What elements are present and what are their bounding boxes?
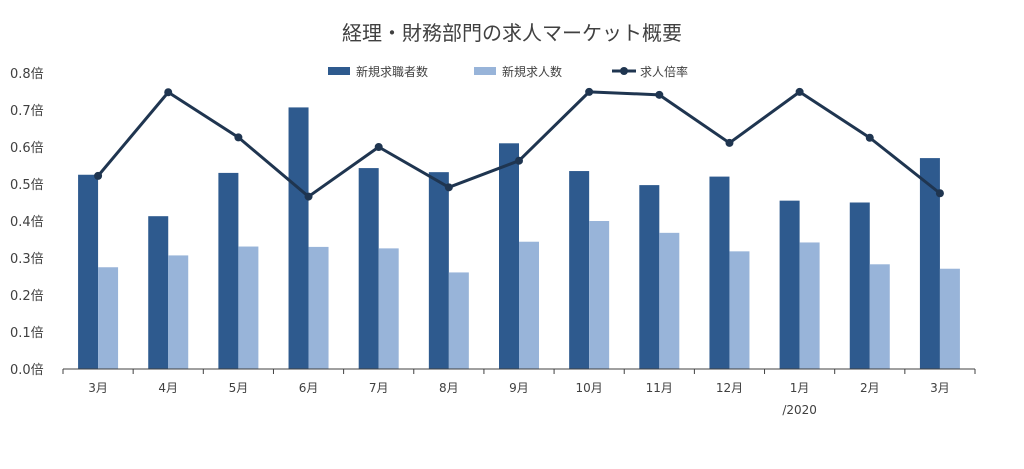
bar-job-seekers bbox=[709, 176, 730, 369]
bars bbox=[78, 107, 960, 369]
legend: 新規求職者数 新規求人数 求人倍率 bbox=[328, 64, 688, 79]
ratio-point bbox=[935, 189, 944, 198]
x-tick-sublabel: /2020 bbox=[782, 403, 817, 417]
bar-job-openings bbox=[238, 246, 259, 369]
x-tick-label: 1月 bbox=[790, 381, 810, 395]
bar-job-openings bbox=[448, 272, 469, 369]
bar-job-openings bbox=[659, 232, 680, 369]
x-tick-label: 8月 bbox=[439, 381, 459, 395]
ratio-point bbox=[164, 88, 173, 97]
ratio-point bbox=[304, 192, 313, 201]
bar-job-openings bbox=[939, 268, 960, 369]
bar-job-seekers bbox=[148, 216, 169, 369]
x-tick-label: 9月 bbox=[509, 381, 529, 395]
bar-job-seekers bbox=[499, 143, 519, 369]
bar-job-seekers bbox=[639, 185, 660, 369]
bar-job-openings bbox=[308, 246, 329, 369]
ratio-point bbox=[795, 87, 804, 96]
y-tick-label: 0.2倍 bbox=[10, 289, 44, 304]
x-tick-label: 2月 bbox=[860, 381, 880, 395]
y-tick-label: 0.5倍 bbox=[10, 178, 44, 193]
legend-swatch bbox=[474, 67, 496, 75]
legend-label: 求人倍率 bbox=[640, 64, 688, 79]
ratio-point bbox=[234, 133, 243, 142]
chart-title: 経理・財務部門の求人マーケット概要 bbox=[342, 21, 682, 45]
bar-job-openings bbox=[799, 242, 820, 369]
bar-job-seekers bbox=[428, 172, 449, 369]
y-tick-label: 0.8倍 bbox=[10, 67, 44, 82]
ratio-point bbox=[374, 143, 383, 151]
legend-swatch bbox=[328, 67, 350, 75]
x-axis: 3月 4月 5月 6月 7月 8月 9月 10月 11月 12月 1月/2020 2月 3月 bbox=[62, 369, 976, 417]
x-tick-label: 7月 bbox=[369, 381, 389, 395]
x-tick-label: 11月 bbox=[646, 381, 673, 395]
bar-job-seekers bbox=[569, 171, 590, 369]
ratio-point bbox=[585, 87, 594, 96]
bar-job-seekers bbox=[288, 107, 309, 369]
x-tick-label: 10月 bbox=[576, 381, 603, 395]
x-tick-label: 12月 bbox=[716, 381, 743, 395]
x-tick-label: 3月 bbox=[930, 381, 950, 395]
bar-job-seekers bbox=[849, 202, 870, 369]
bar-job-seekers bbox=[218, 172, 239, 369]
bar-job-openings bbox=[869, 264, 890, 369]
bar-job-seekers bbox=[779, 200, 800, 369]
x-tick-label: 5月 bbox=[229, 381, 249, 395]
x-tick-label: 3月 bbox=[88, 381, 108, 395]
ratio-point bbox=[444, 183, 453, 192]
bar-job-seekers bbox=[919, 158, 940, 369]
y-tick-label: 0.6倍 bbox=[10, 141, 44, 156]
y-tick-label: 0.7倍 bbox=[10, 104, 44, 119]
x-tick-label: 4月 bbox=[158, 381, 178, 395]
bar-job-openings bbox=[378, 248, 399, 369]
x-tick-label: 6月 bbox=[299, 381, 319, 395]
bar-job-openings bbox=[519, 241, 539, 369]
bar-job-seekers bbox=[78, 174, 99, 369]
ratio-point bbox=[515, 156, 523, 165]
legend-marker bbox=[620, 67, 628, 75]
ratio-line-series bbox=[94, 87, 944, 201]
y-tick-label: 0.4倍 bbox=[10, 215, 44, 230]
bar-job-openings bbox=[98, 267, 119, 369]
ratio-point bbox=[865, 133, 874, 142]
y-tick-label: 0.1倍 bbox=[10, 326, 44, 341]
legend-label: 新規求人数 bbox=[502, 64, 562, 79]
bar-job-openings bbox=[168, 255, 189, 369]
y-axis: 0.0倍 0.1倍 0.2倍 0.3倍 0.4倍 0.5倍 0.6倍 0.7倍 0.8倍 bbox=[10, 67, 44, 378]
y-tick-label: 0.0倍 bbox=[10, 363, 44, 378]
bar-job-openings bbox=[589, 221, 610, 369]
legend-label: 新規求職者数 bbox=[356, 64, 428, 79]
bar-job-openings bbox=[729, 251, 750, 369]
ratio-point bbox=[94, 171, 103, 180]
ratio-point bbox=[655, 90, 664, 99]
y-tick-label: 0.3倍 bbox=[10, 252, 44, 267]
ratio-point bbox=[725, 138, 734, 147]
bar-job-seekers bbox=[358, 168, 379, 369]
